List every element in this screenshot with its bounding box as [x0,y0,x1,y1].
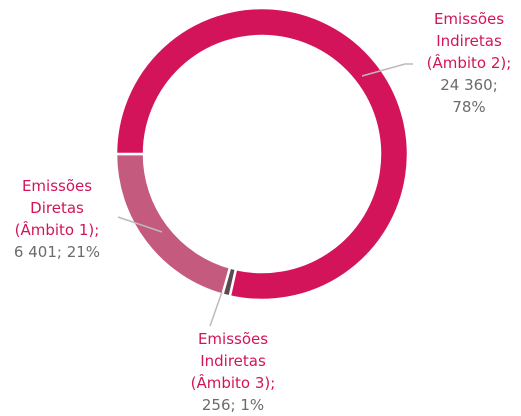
data-label: Emissões Indiretas (Âmbito 3); 256; 1% [178,328,288,416]
donut-segment [114,152,232,297]
donut-segment [114,6,410,302]
percent-label: 21% [66,243,101,261]
separator: ; [230,396,236,414]
value-label: 24 360 [440,76,493,94]
value-group: 24 360; 78% [419,74,519,118]
value-label: 256 [201,396,231,414]
separator: ; [492,76,498,94]
category-label: Emissões Diretas (Âmbito 1) [14,177,95,239]
percent-label: 78% [452,98,486,116]
separator: ; [506,54,512,72]
separator: ; [56,243,62,261]
data-label: Emissões Indiretas (Âmbito 2); 24 360; 78… [419,8,519,118]
leader-line [209,291,223,327]
value-group: 256; 1% [178,394,288,416]
percent-label: 1% [240,396,265,414]
value-label: 6 401 [13,243,57,261]
value-group: 6 401; 21% [2,241,112,263]
category-label: Emissões Indiretas (Âmbito 2) [426,10,507,72]
leader-line [361,63,413,77]
category-label: Emissões Indiretas (Âmbito 3) [190,330,271,392]
separator: ; [94,221,100,239]
data-label: Emissões Diretas (Âmbito 1); 6 401; 21% [2,175,112,263]
separator: ; [270,374,276,392]
leader-line [117,216,163,233]
